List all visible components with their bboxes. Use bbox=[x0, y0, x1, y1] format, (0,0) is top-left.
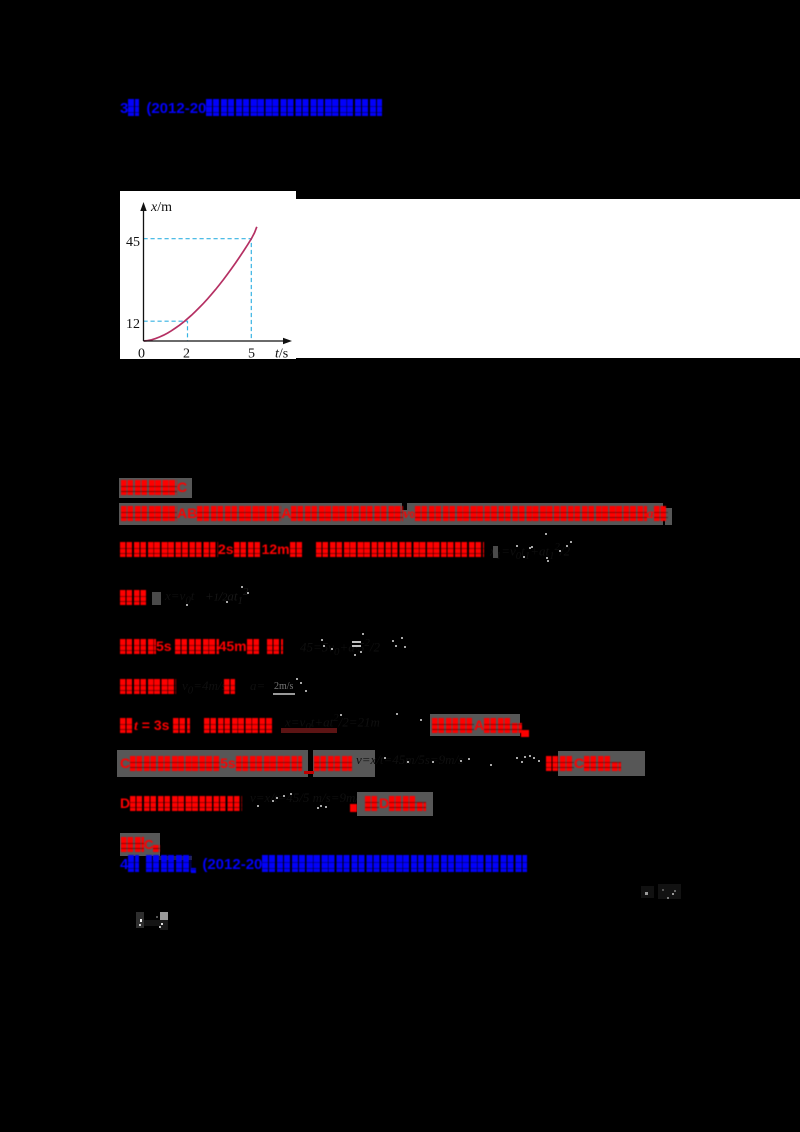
svg-text:0: 0 bbox=[138, 347, 145, 360]
svg-text:2: 2 bbox=[183, 347, 190, 360]
svg-text:5: 5 bbox=[248, 347, 255, 360]
svg-text:x/m: x/m bbox=[150, 200, 172, 215]
svg-text:45: 45 bbox=[126, 235, 140, 250]
svg-text:t/s: t/s bbox=[275, 347, 288, 360]
svg-text:12: 12 bbox=[126, 317, 140, 332]
